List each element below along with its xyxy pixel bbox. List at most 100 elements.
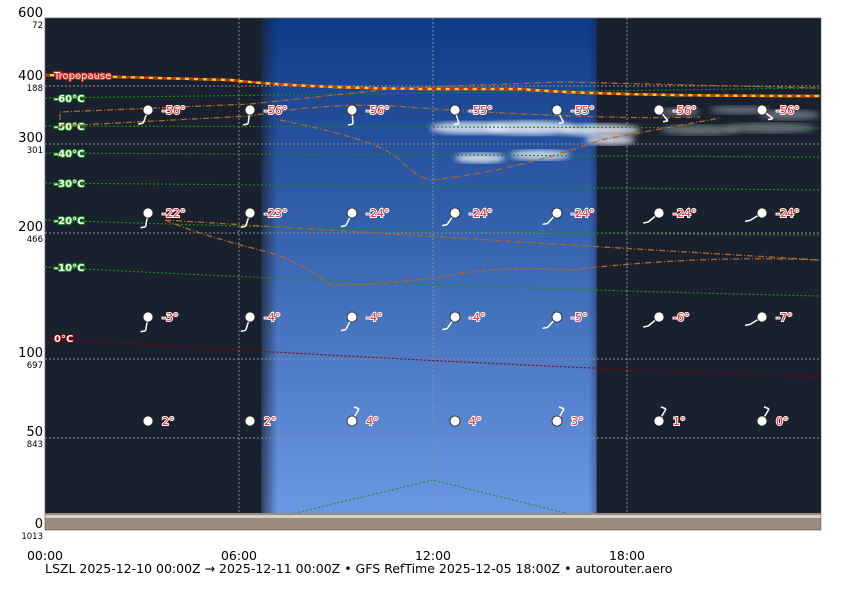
station-circle-icon [449,415,461,427]
station-marker: -4° [240,310,281,333]
contour-line [59,81,821,120]
station-marker: 3° [551,406,585,429]
station-circle-icon [346,311,358,323]
wind-barb-feather [643,325,649,328]
station-marker: -24° [744,206,800,223]
wind-barb-feather [744,323,751,327]
station-marker: 2° [142,414,176,429]
chart-caption: LSZL 2025-12-10 00:00Z → 2025-12-11 00:0… [45,561,673,576]
station-circle-icon [653,104,665,116]
y-tick-pressure: 697 [27,361,43,371]
plot-frame [44,17,822,531]
temperature-label: -7° [776,311,792,324]
wind-barb-feather [542,222,548,226]
isotherm-label: -20°C [54,216,84,227]
station-circle-icon [653,207,665,219]
isotherm-label: -30°C [54,179,84,190]
station-marker: -23° [240,206,288,229]
station-circle-icon [346,104,358,116]
wind-barb-feather [643,221,649,224]
station-circle-icon [653,311,665,323]
temperature-label: -55° [469,104,492,117]
isotherm-line [44,266,822,297]
station-marker: -56° [756,103,800,121]
station-circle-icon [551,311,563,323]
cloud [760,110,820,120]
station-marker: -5° [542,310,588,330]
temperature-label: -22° [162,207,185,220]
temperature-label: -4° [469,311,485,324]
wind-barb-feather [140,330,146,333]
temperature-label: -24° [776,207,799,220]
temperature-label: -56° [264,104,287,117]
contour-line [164,219,821,286]
station-circle-icon [551,415,563,427]
wind-barb-feather [767,117,774,121]
wind-barb-feather [558,121,564,125]
isotherm-line [44,87,822,99]
isotherm-line [44,125,822,129]
cloud [510,150,570,160]
station-marker: -56° [242,103,288,126]
cloud [485,121,575,135]
y-tick-flight-level: 200 [18,220,43,235]
station-marker: -24° [542,206,595,226]
station-circle-icon [142,207,154,219]
station-circle-icon [653,415,665,427]
y-tick-flight-level: 50 [26,425,43,440]
y-tick-flight-level: 100 [18,346,43,361]
contour-line [279,117,721,181]
isotherm-label: 0°C [54,334,73,345]
temperature-label: 1° [673,415,686,428]
station-circle-icon [142,104,154,116]
station-marker: -6° [643,310,690,328]
temperature-label: 3° [571,415,584,428]
temperature-label: -56° [776,104,799,117]
station-circle-icon [244,415,256,427]
wind-barb-feather [744,219,751,223]
station-circle-icon [756,311,768,323]
station-circle-icon [551,207,563,219]
cloud [660,108,700,116]
y-tick-pressure: 843 [27,440,43,450]
cloud [585,135,635,145]
ground-surface [45,515,821,518]
isotherm-label: -50°C [54,122,84,133]
station-marker: -55° [551,103,595,125]
temperature-label: -56° [673,104,696,117]
temperature-label: -5° [571,311,587,324]
temperature-label: -24° [673,207,696,220]
station-marker: -4° [442,310,486,331]
tropopause-label: Tropopause [53,71,111,82]
station-marker: -24° [442,206,493,227]
station-marker: -4° [340,310,383,332]
wind-barb-feather [453,122,460,126]
wind-barb-feather [340,328,347,332]
temperature-label: -23° [264,207,287,220]
temperature-label: -24° [469,207,492,220]
y-tick-pressure: 301 [27,146,43,156]
cloud [560,124,640,136]
wind-barb-feather [240,329,246,333]
station-circle-icon [449,104,461,116]
wind-barb-feather [242,123,249,126]
station-circle-icon [346,207,358,219]
station-circle-icon [449,207,461,219]
isotherm-line [44,182,822,191]
contour-line [164,219,821,261]
wind-barb-feather [340,224,347,228]
station-circle-icon [142,415,154,427]
station-circle-icon [244,311,256,323]
contour-line [59,104,701,127]
wind-barb-feather [442,223,448,227]
temperature-label: 4° [366,415,379,428]
cloud [660,125,740,135]
dawn-fade [255,18,278,530]
temperature-label: 4° [469,415,482,428]
y-tick-flight-level: 0 [35,517,43,532]
station-marker: -7° [744,310,793,327]
station-marker: -24° [340,206,390,228]
y-tick-pressure: 466 [27,235,43,245]
zero-isotherm-line [44,337,822,378]
